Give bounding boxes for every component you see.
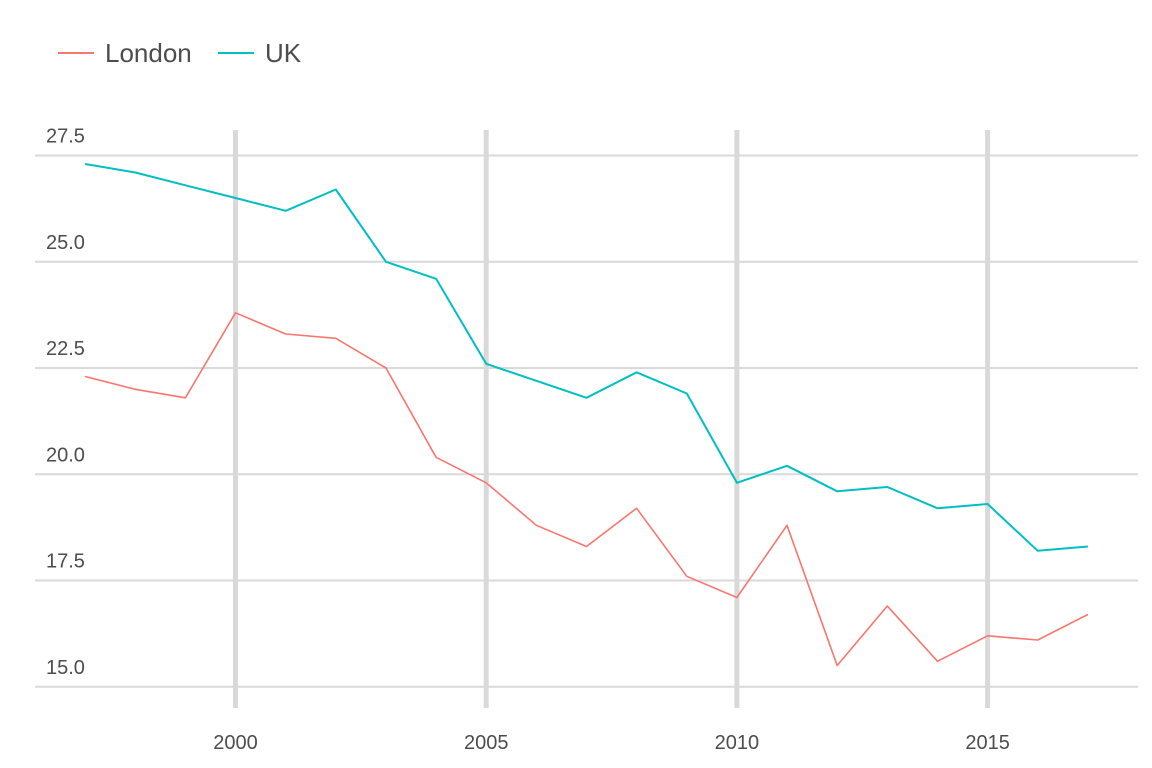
- y-gridlines: [35, 154, 1138, 688]
- x-tick-label: 2005: [464, 732, 509, 754]
- y-tick-label: 22.5: [46, 338, 85, 360]
- y-tick-label: 15.0: [46, 657, 85, 679]
- legend-label-london: London: [105, 38, 192, 68]
- y-tick-label: 27.5: [46, 126, 85, 148]
- x-gridlines: [233, 130, 991, 708]
- chart-legend: London UK: [58, 38, 302, 68]
- y-tick-label: 17.5: [46, 551, 85, 573]
- data-series: [84, 163, 1089, 667]
- x-tick-label: 2000: [213, 732, 258, 754]
- x-tick-label: 2010: [715, 732, 760, 754]
- x-axis-tick-labels: 2000 2005 2010 2015: [213, 732, 1010, 754]
- y-axis-tick-labels: 15.0 17.5 20.0 22.5 25.0 27.5: [46, 126, 85, 679]
- series-line-london: [84, 311, 1089, 667]
- y-tick-label: 20.0: [46, 444, 85, 466]
- series-line-uk: [84, 163, 1088, 552]
- x-tick-label: 2015: [965, 732, 1010, 754]
- y-tick-label: 25.0: [46, 232, 85, 254]
- legend-label-uk: UK: [265, 38, 302, 68]
